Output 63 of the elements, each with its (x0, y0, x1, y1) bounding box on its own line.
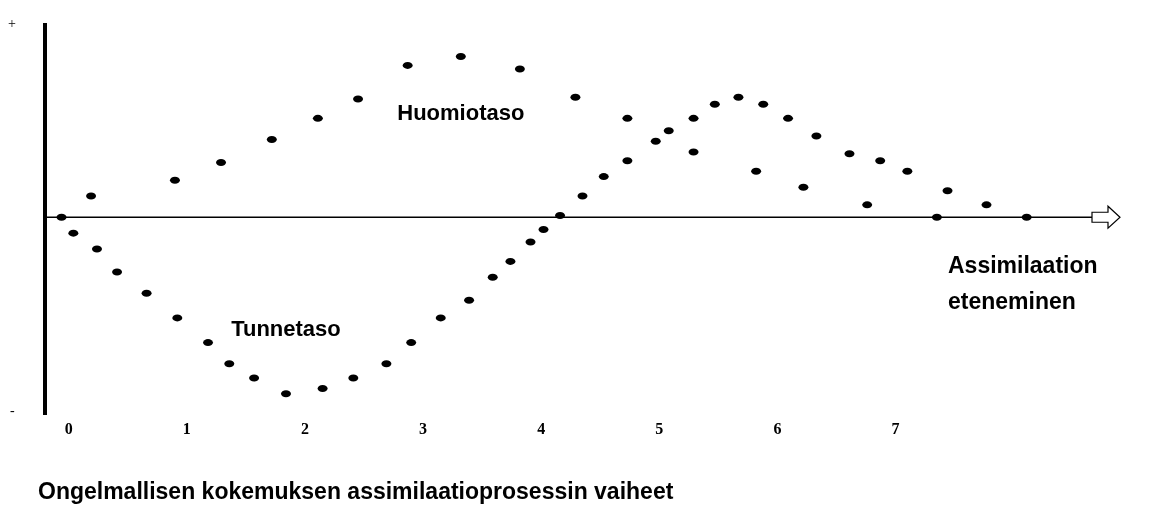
point (169, 176, 180, 184)
point (455, 53, 466, 61)
point (141, 289, 152, 297)
point (902, 167, 913, 175)
point (751, 167, 762, 175)
point (758, 100, 769, 108)
x-tick-label: 3 (419, 420, 428, 438)
point (577, 192, 588, 200)
point (91, 245, 102, 253)
point (525, 238, 536, 246)
point (663, 127, 674, 135)
point (942, 187, 953, 195)
x-tick-label: 1 (182, 420, 191, 438)
point (862, 201, 873, 209)
point (783, 114, 794, 122)
point (203, 339, 214, 347)
point (353, 95, 364, 103)
point (487, 273, 498, 281)
point (981, 201, 992, 209)
point (249, 374, 260, 382)
point (464, 296, 475, 304)
point (406, 339, 417, 347)
point (280, 390, 291, 398)
series-label: Tunnetaso (230, 315, 342, 342)
point (312, 114, 323, 122)
x-tick-label: 2 (300, 420, 309, 438)
point (570, 93, 581, 101)
series-label: Huomiotaso (396, 99, 526, 126)
x-tick-label: 5 (655, 420, 664, 438)
point (622, 114, 633, 122)
text: - (10, 403, 15, 419)
point (86, 192, 97, 200)
point (172, 314, 183, 322)
text: + (8, 16, 16, 32)
point (505, 257, 516, 265)
point (68, 229, 79, 237)
x-axis-title: Ongelmallisen kokemuksen assimilaatioprosessin vaiheet (38, 478, 674, 505)
point (650, 137, 661, 145)
point (709, 100, 720, 108)
point (875, 157, 886, 165)
point (688, 148, 699, 156)
x-tick-label: 0 (64, 420, 73, 438)
x-tick-label: 6 (773, 420, 782, 438)
point (622, 157, 633, 165)
point (844, 150, 855, 158)
x-tick-label: 4 (537, 420, 546, 438)
point (381, 360, 392, 368)
point (733, 93, 744, 101)
point (266, 136, 277, 144)
point (514, 65, 525, 73)
point (402, 61, 413, 69)
point (112, 268, 123, 276)
point (811, 132, 822, 140)
point (317, 385, 328, 393)
point (538, 226, 549, 234)
point (688, 114, 699, 122)
annotation: Assimilaation eteneminen (948, 251, 1099, 317)
x-tick-label: 7 (891, 420, 900, 438)
point (435, 314, 446, 322)
point (798, 183, 809, 191)
point (224, 360, 235, 368)
point (348, 374, 359, 382)
point (598, 173, 609, 181)
